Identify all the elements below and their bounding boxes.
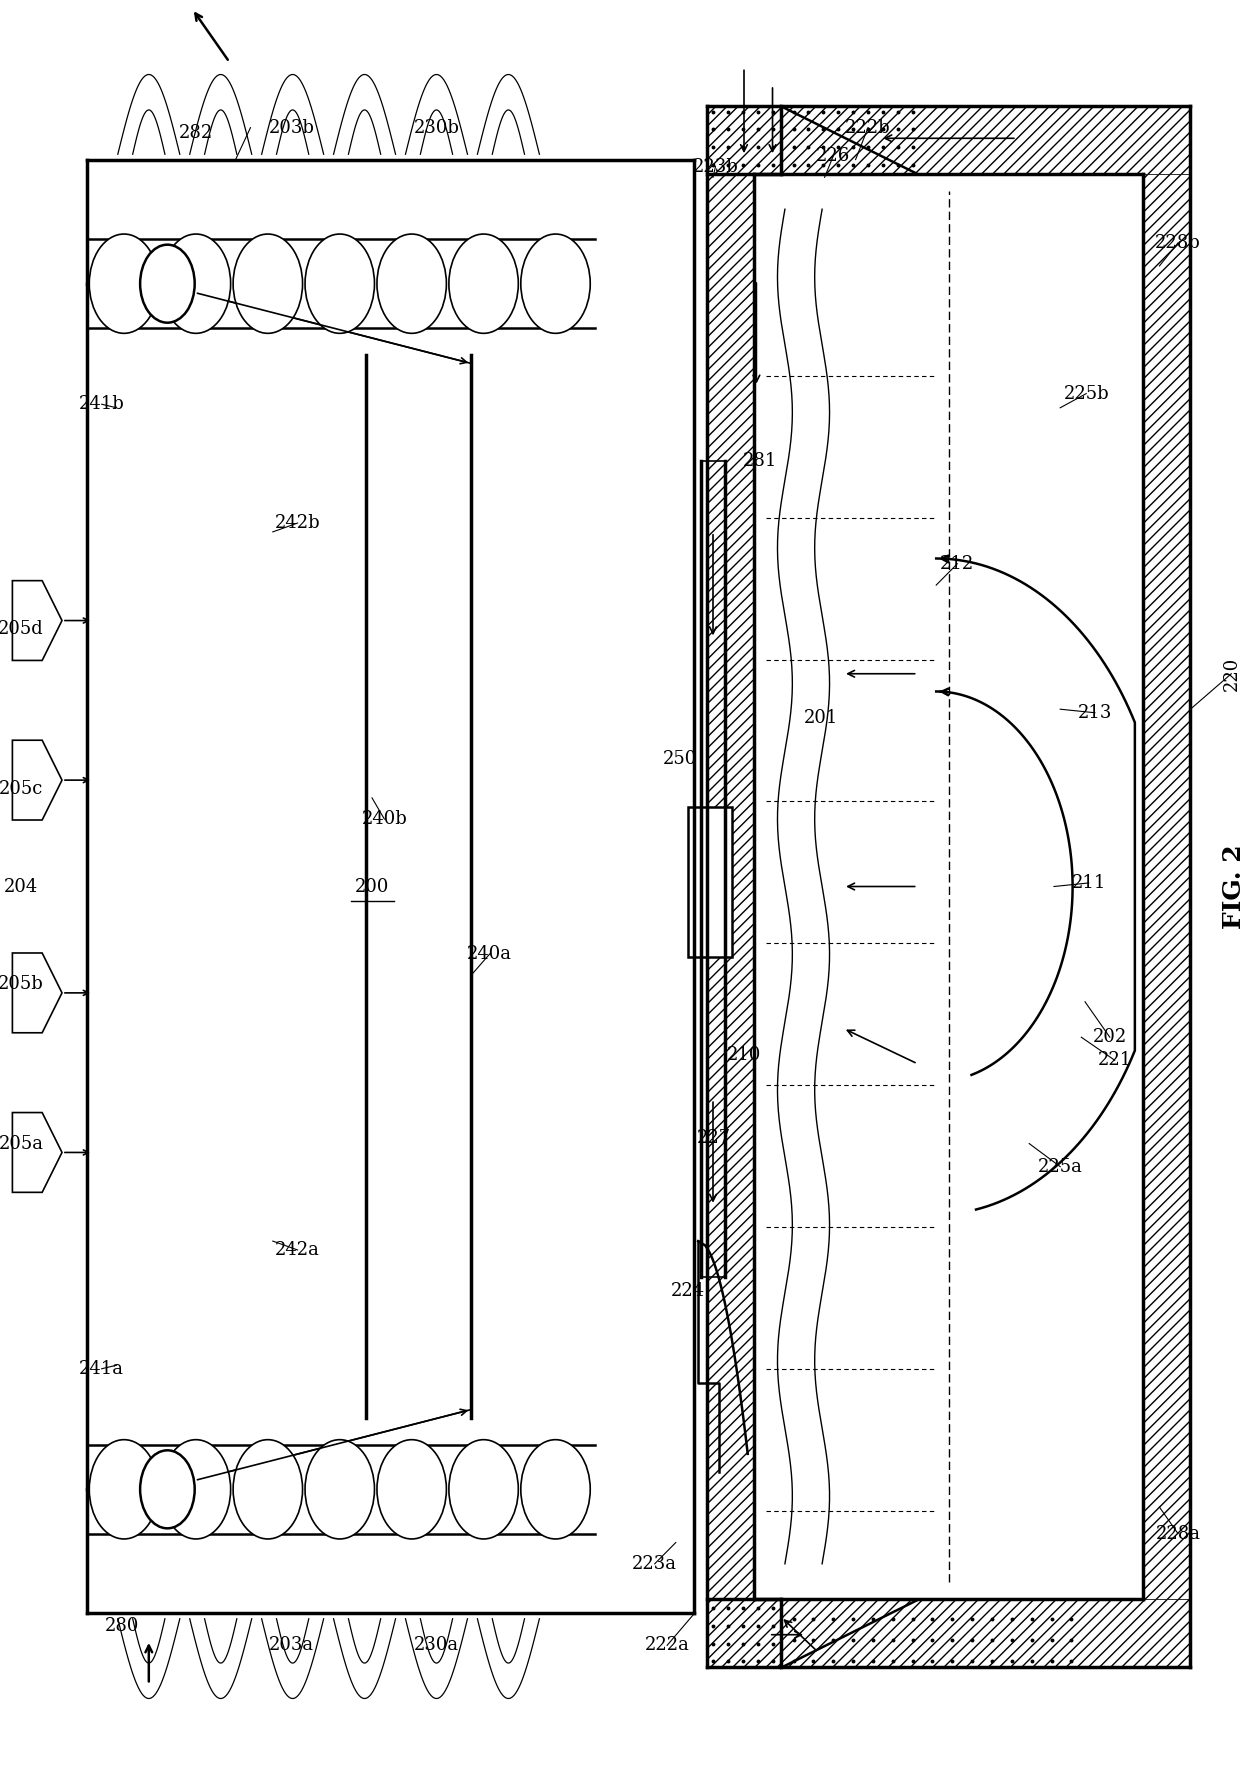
Polygon shape bbox=[12, 580, 62, 660]
Polygon shape bbox=[781, 106, 918, 174]
Text: 211: 211 bbox=[1071, 874, 1106, 892]
Text: 201: 201 bbox=[804, 709, 838, 727]
Circle shape bbox=[233, 1440, 303, 1539]
Circle shape bbox=[449, 234, 518, 333]
Text: 240b: 240b bbox=[362, 810, 407, 828]
Text: 220: 220 bbox=[1223, 656, 1240, 691]
Text: 205c: 205c bbox=[0, 780, 43, 798]
Circle shape bbox=[377, 1440, 446, 1539]
Circle shape bbox=[140, 1450, 195, 1528]
Text: 223a: 223a bbox=[632, 1555, 677, 1573]
Text: 227: 227 bbox=[697, 1129, 732, 1147]
Polygon shape bbox=[688, 807, 732, 957]
Text: 213: 213 bbox=[1078, 704, 1112, 722]
Text: 280: 280 bbox=[104, 1617, 139, 1635]
Text: 224: 224 bbox=[671, 1282, 706, 1300]
Text: 241b: 241b bbox=[79, 395, 124, 413]
Circle shape bbox=[377, 234, 446, 333]
Circle shape bbox=[89, 234, 159, 333]
Text: 222b: 222b bbox=[846, 119, 890, 137]
Polygon shape bbox=[12, 952, 62, 1032]
Polygon shape bbox=[12, 739, 62, 819]
Text: 204: 204 bbox=[4, 878, 38, 895]
Text: 240a: 240a bbox=[467, 945, 512, 963]
Circle shape bbox=[521, 1440, 590, 1539]
Text: 210: 210 bbox=[727, 1046, 761, 1064]
Polygon shape bbox=[781, 1599, 918, 1667]
Text: FIG. 2: FIG. 2 bbox=[1221, 844, 1240, 929]
Text: 200: 200 bbox=[355, 878, 389, 895]
Text: 203a: 203a bbox=[269, 1636, 314, 1654]
Text: 225b: 225b bbox=[1064, 385, 1109, 402]
Circle shape bbox=[140, 245, 195, 323]
Text: 230a: 230a bbox=[414, 1636, 459, 1654]
Circle shape bbox=[161, 234, 231, 333]
Circle shape bbox=[521, 234, 590, 333]
Text: 205d: 205d bbox=[0, 621, 43, 638]
Text: 242b: 242b bbox=[275, 514, 320, 532]
Polygon shape bbox=[12, 1113, 62, 1193]
Circle shape bbox=[89, 1440, 159, 1539]
Polygon shape bbox=[707, 174, 754, 1599]
Text: 205a: 205a bbox=[0, 1135, 43, 1152]
Text: 230b: 230b bbox=[414, 119, 459, 137]
Text: 222a: 222a bbox=[645, 1636, 689, 1654]
Circle shape bbox=[161, 1440, 231, 1539]
Text: 203b: 203b bbox=[269, 119, 314, 137]
Circle shape bbox=[233, 234, 303, 333]
Text: 223b: 223b bbox=[693, 158, 738, 176]
Text: 242a: 242a bbox=[275, 1241, 320, 1259]
Text: 241a: 241a bbox=[79, 1360, 124, 1378]
Text: 281: 281 bbox=[743, 452, 777, 470]
Polygon shape bbox=[1143, 174, 1190, 1599]
Text: 202: 202 bbox=[1092, 1028, 1127, 1046]
Circle shape bbox=[449, 1440, 518, 1539]
Text: 228b: 228b bbox=[1156, 234, 1200, 252]
Text: 228a: 228a bbox=[1156, 1525, 1200, 1543]
Text: 221: 221 bbox=[1097, 1051, 1132, 1069]
Text: 226: 226 bbox=[816, 147, 851, 165]
Text: 250: 250 bbox=[662, 750, 697, 768]
Text: 205b: 205b bbox=[0, 975, 43, 993]
Circle shape bbox=[305, 1440, 374, 1539]
Polygon shape bbox=[707, 106, 1190, 174]
Polygon shape bbox=[707, 1599, 1190, 1667]
Text: 212: 212 bbox=[940, 555, 975, 573]
Text: 282: 282 bbox=[179, 124, 213, 142]
Circle shape bbox=[305, 234, 374, 333]
Text: 225a: 225a bbox=[1038, 1158, 1083, 1175]
